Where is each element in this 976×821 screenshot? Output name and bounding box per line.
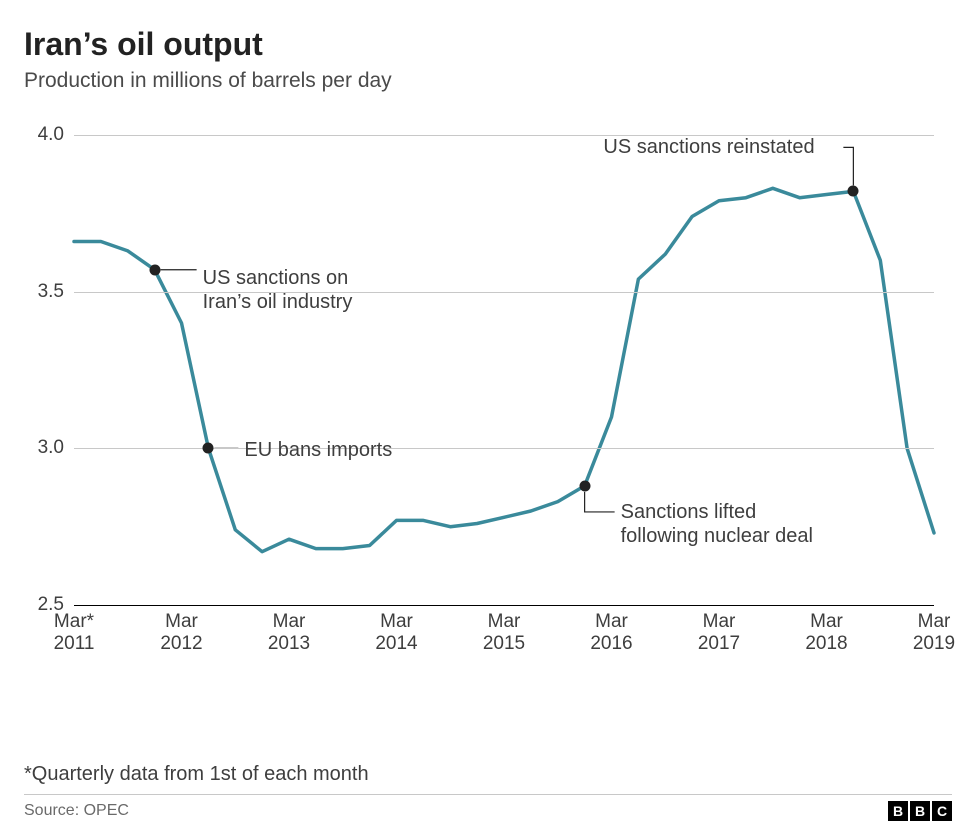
x-tick-label: Mar2014 xyxy=(375,605,417,655)
source-row: Source: OPEC B B C xyxy=(24,794,952,821)
y-tick-label: 3.0 xyxy=(38,437,74,459)
chart-container: 2.53.03.54.0Mar*2011Mar2012Mar2013Mar201… xyxy=(24,127,952,687)
bbc-logo-b2: B xyxy=(910,801,930,821)
x-tick-label: Mar2015 xyxy=(483,605,525,655)
bbc-logo-c: C xyxy=(932,801,952,821)
x-tick-label: Mar2018 xyxy=(805,605,847,655)
chart-subtitle: Production in millions of barrels per da… xyxy=(24,69,952,93)
x-tick-label: Mar*2011 xyxy=(54,605,95,655)
annotation-label-eu-bans: EU bans imports xyxy=(244,438,392,462)
annotation-dot-eu-bans xyxy=(203,443,214,454)
annotation-dot-sanctions-lifted xyxy=(579,480,590,491)
x-tick-label: Mar2013 xyxy=(268,605,310,655)
annotation-label-us-sanctions-oil: US sanctions onIran’s oil industry xyxy=(203,266,353,314)
plot-area: 2.53.03.54.0Mar*2011Mar2012Mar2013Mar201… xyxy=(74,135,934,605)
bbc-logo-b1: B xyxy=(888,801,908,821)
x-tick-label: Mar2019 xyxy=(913,605,955,655)
annotation-leader-sanctions-lifted xyxy=(585,492,615,512)
page-root: Iran’s oil output Production in millions… xyxy=(0,0,976,800)
x-tick-label: Mar2017 xyxy=(698,605,740,655)
x-tick-label: Mar2012 xyxy=(160,605,202,655)
annotation-dot-us-sanctions-oil xyxy=(149,264,160,275)
annotation-leader-us-reinstated xyxy=(843,147,853,185)
bbc-logo: B B C xyxy=(888,801,952,821)
y-tick-label: 4.0 xyxy=(38,124,74,146)
chart-title: Iran’s oil output xyxy=(24,26,952,63)
x-tick-label: Mar2016 xyxy=(590,605,632,655)
source-text: Source: OPEC xyxy=(24,802,129,820)
footnote-text: *Quarterly data from 1st of each month xyxy=(24,763,952,786)
annotation-label-sanctions-lifted: Sanctions liftedfollowing nuclear deal xyxy=(621,500,813,548)
y-tick-label: 3.5 xyxy=(38,281,74,303)
series-line xyxy=(74,188,934,551)
annotation-dot-us-reinstated xyxy=(848,186,859,197)
annotation-label-us-reinstated: US sanctions reinstated xyxy=(603,135,814,159)
